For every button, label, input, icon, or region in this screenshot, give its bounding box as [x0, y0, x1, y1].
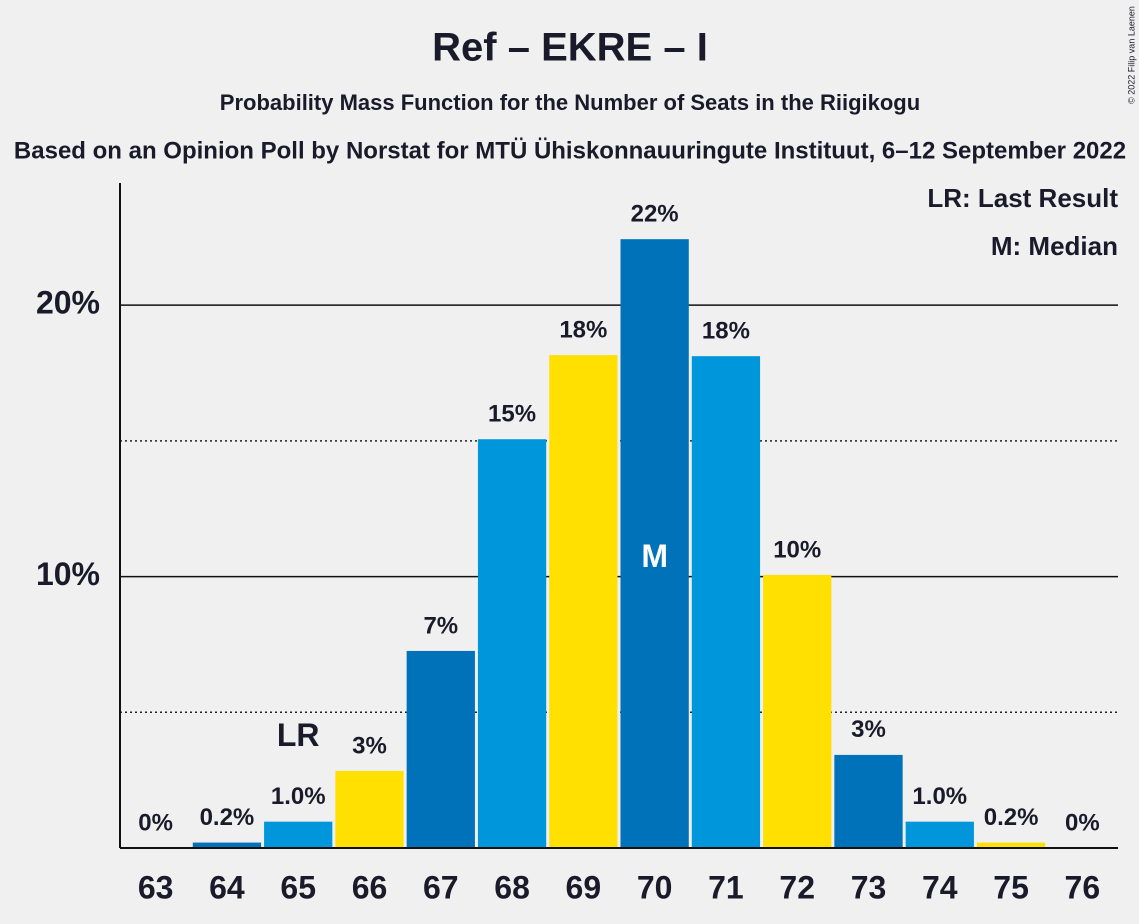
- chart-caption: Based on an Opinion Poll by Norstat for …: [14, 137, 1126, 164]
- bar: [549, 355, 618, 848]
- value-label: 0.2%: [200, 804, 255, 831]
- copyright: © 2022 Filip van Laenen: [1126, 6, 1136, 104]
- x-tick-label: 65: [280, 869, 316, 905]
- y-tick-label: 10%: [36, 556, 100, 592]
- median-marker: M: [641, 538, 668, 574]
- y-tick-label: 20%: [36, 285, 100, 321]
- value-label: 18%: [559, 316, 607, 343]
- x-tick-label: 71: [708, 869, 744, 905]
- bar: [691, 356, 761, 848]
- bar: [264, 821, 333, 848]
- bar: [406, 650, 475, 848]
- x-tick-label: 69: [566, 869, 602, 905]
- bar: [620, 239, 689, 848]
- value-label: 15%: [488, 401, 536, 428]
- value-label: 0%: [138, 809, 173, 836]
- x-tick-label: 72: [779, 869, 815, 905]
- value-label: 18%: [702, 318, 750, 345]
- value-label: 1.0%: [912, 783, 967, 810]
- x-tick-label: 63: [138, 869, 174, 905]
- x-tick-label: 73: [851, 869, 887, 905]
- bar: [763, 574, 832, 848]
- value-label: 10%: [773, 536, 821, 563]
- value-label: 0%: [1065, 809, 1100, 836]
- bar: [976, 842, 1046, 848]
- x-tick-label: 74: [922, 869, 958, 905]
- chart-subtitle: Probability Mass Function for the Number…: [220, 90, 920, 115]
- bar: [834, 754, 903, 848]
- value-label: 22%: [631, 201, 679, 228]
- bar: [905, 821, 974, 848]
- x-tick-label: 66: [352, 869, 388, 905]
- chart-title: Ref – EKRE – I: [432, 26, 708, 70]
- bar: [192, 842, 262, 848]
- x-tick-label: 67: [423, 869, 459, 905]
- x-tick-label: 70: [637, 869, 673, 905]
- bar: [335, 770, 404, 848]
- value-label: 1.0%: [271, 783, 326, 810]
- x-tick-label: 68: [494, 869, 530, 905]
- value-label: 0.2%: [984, 804, 1039, 831]
- x-tick-label: 64: [209, 869, 245, 905]
- bar: [477, 439, 547, 848]
- legend-entry: M: Median: [991, 231, 1118, 261]
- value-label: 3%: [352, 732, 387, 759]
- legend-entry: LR: Last Result: [927, 183, 1118, 213]
- x-tick-label: 75: [993, 869, 1029, 905]
- x-tick-label: 76: [1065, 869, 1101, 905]
- last-result-marker: LR: [277, 717, 320, 753]
- value-label: 3%: [851, 716, 886, 743]
- value-label: 7%: [423, 612, 458, 639]
